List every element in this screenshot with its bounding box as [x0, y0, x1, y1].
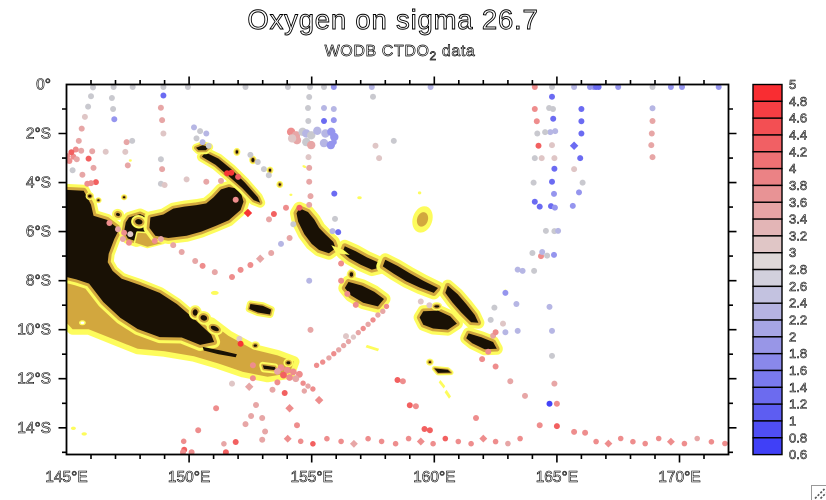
svg-text:6°S: 6°S: [26, 224, 51, 241]
svg-text:8°S: 8°S: [26, 273, 51, 290]
svg-text:2.8: 2.8: [789, 262, 807, 277]
svg-text:0.6: 0.6: [789, 447, 807, 462]
svg-text:4.4: 4.4: [789, 128, 807, 143]
svg-text:3: 3: [789, 245, 796, 260]
svg-text:2: 2: [789, 329, 796, 344]
svg-text:5: 5: [789, 77, 796, 92]
svg-text:4: 4: [789, 161, 796, 176]
svg-text:4°S: 4°S: [26, 175, 51, 192]
svg-text:14°S: 14°S: [17, 420, 51, 437]
svg-text:3.4: 3.4: [789, 212, 807, 227]
svg-text:Oxygen on sigma 26.7: Oxygen on sigma 26.7: [247, 4, 538, 35]
svg-text:2.6: 2.6: [789, 279, 807, 294]
svg-text:1: 1: [789, 414, 796, 429]
svg-text:150°E: 150°E: [168, 469, 210, 486]
svg-text:2°S: 2°S: [26, 126, 51, 143]
svg-text:4.2: 4.2: [789, 144, 807, 159]
svg-text:3.8: 3.8: [789, 178, 807, 193]
svg-text:10°S: 10°S: [17, 322, 51, 339]
svg-text:12°S: 12°S: [17, 371, 51, 388]
svg-text:170°E: 170°E: [658, 469, 700, 486]
svg-text:0°: 0°: [36, 77, 51, 94]
svg-text:1.6: 1.6: [789, 363, 807, 378]
svg-text:1.4: 1.4: [789, 380, 807, 395]
svg-text:165°E: 165°E: [536, 469, 578, 486]
svg-text:0.8: 0.8: [789, 430, 807, 445]
svg-text:1.2: 1.2: [789, 397, 807, 412]
svg-text:4.8: 4.8: [789, 94, 807, 109]
svg-text:155°E: 155°E: [290, 469, 332, 486]
svg-text:1.8: 1.8: [789, 346, 807, 361]
svg-text:2.2: 2.2: [789, 313, 807, 328]
svg-text:3.6: 3.6: [789, 195, 807, 210]
svg-text:WODB CTDO2 data: WODB CTDO2 data: [325, 43, 476, 63]
svg-text:160°E: 160°E: [413, 469, 455, 486]
svg-text:3.2: 3.2: [789, 228, 807, 243]
svg-text:4.6: 4.6: [789, 111, 807, 126]
svg-text:2.4: 2.4: [789, 296, 807, 311]
svg-text:145°E: 145°E: [45, 469, 87, 486]
